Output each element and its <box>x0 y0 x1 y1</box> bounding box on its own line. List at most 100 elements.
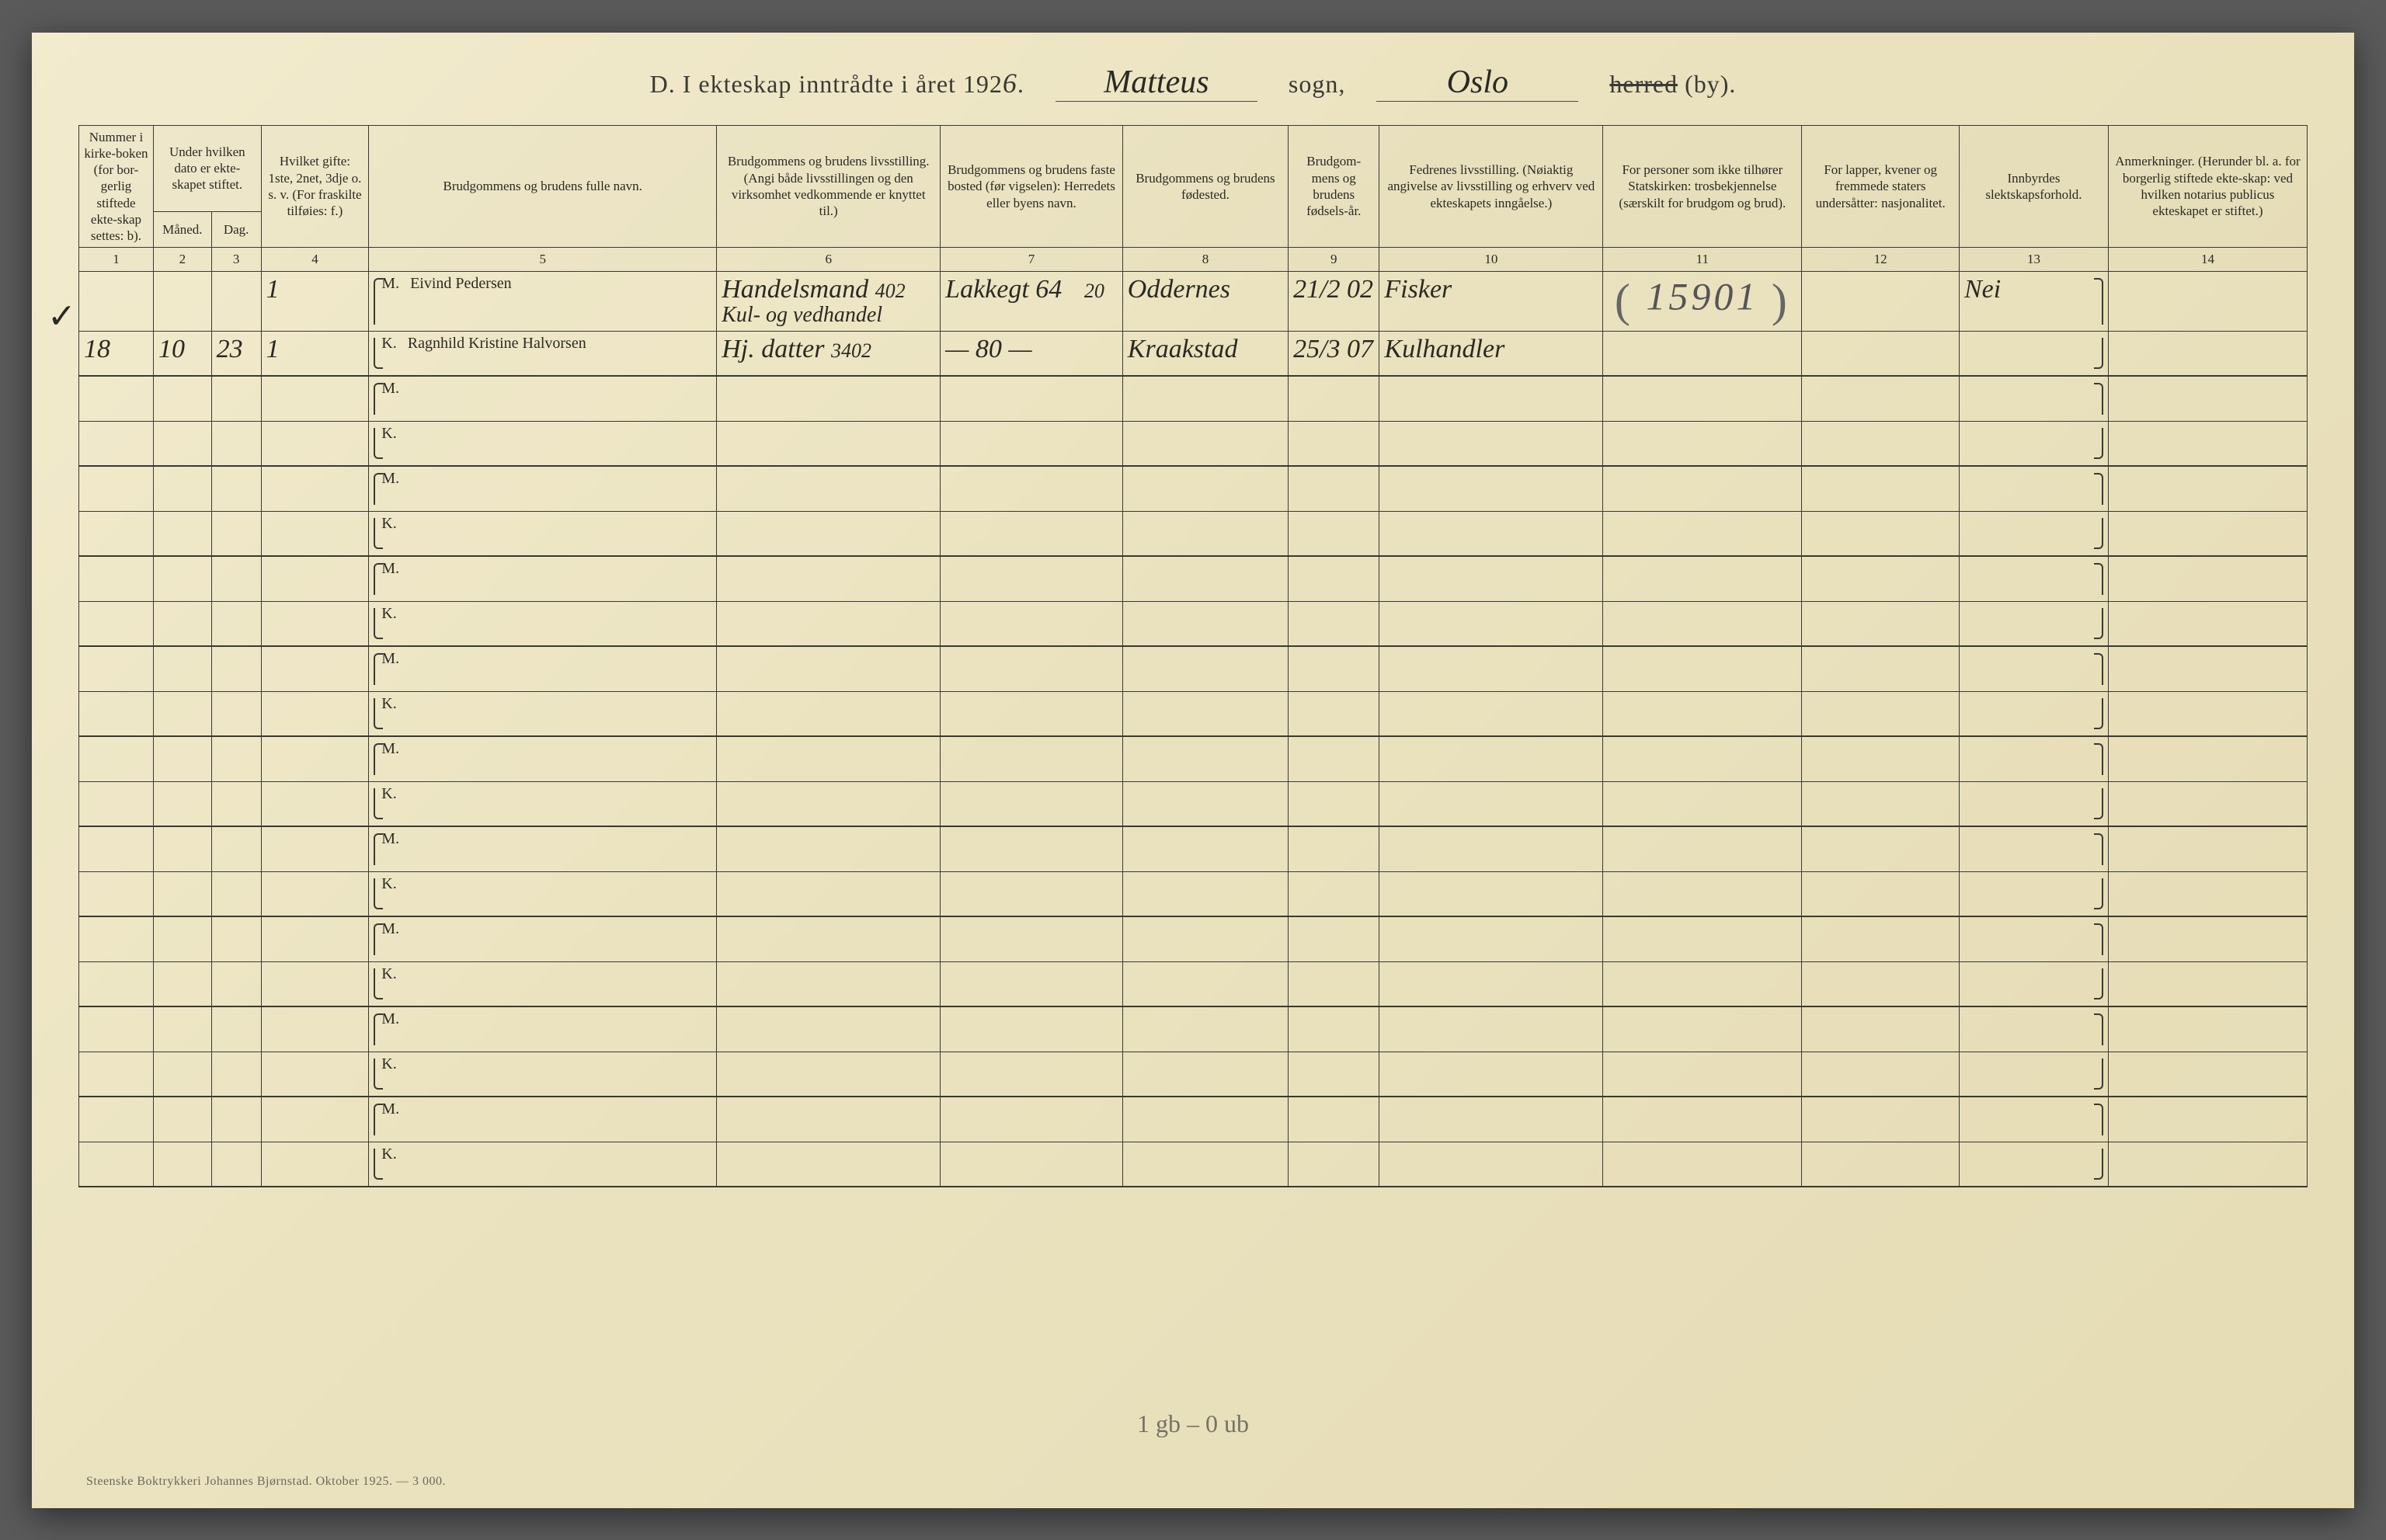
cell-col5: K. <box>369 871 717 916</box>
bottom-pencil-note: 1 gb – 0 ub <box>1137 1410 1249 1438</box>
cell-col2 <box>153 781 211 826</box>
cell-col11 <box>1603 376 1802 421</box>
table-row: 1810231K.Ragnhild Kristine HalvorsenHj. … <box>79 331 2308 376</box>
cell-col4 <box>261 1052 369 1097</box>
cell-col11: ( 15901 ) <box>1603 271 1802 331</box>
table-row: M. <box>79 826 2308 871</box>
cell-col7 <box>941 376 1123 421</box>
cell-col3 <box>211 1097 261 1142</box>
cell-col5: K. <box>369 1142 717 1187</box>
cell-col10 <box>1379 1052 1603 1097</box>
cell-col10 <box>1379 961 1603 1006</box>
cell-col6 <box>717 646 941 691</box>
cell-col10: Fisker <box>1379 271 1603 331</box>
header-col-1: Nummer i kirke-boken (for bor-gerlig sti… <box>79 125 154 248</box>
table-row: K. <box>79 511 2308 556</box>
table-row: K. <box>79 691 2308 736</box>
table-row: M. <box>79 376 2308 421</box>
header-col-12: For lapper, kvener og fremmede staters u… <box>1802 125 1960 248</box>
colnum-10: 10 <box>1379 248 1603 271</box>
cell-col3 <box>211 271 261 331</box>
cell-col12 <box>1802 466 1960 511</box>
cell-col4: 1 <box>261 331 369 376</box>
table-row: M. <box>79 736 2308 781</box>
cell-col8 <box>1122 1097 1288 1142</box>
header-col-5: Brudgommens og brudens fulle navn. <box>369 125 717 248</box>
cell-col14 <box>2108 916 2307 961</box>
cell-col1: 18 <box>79 331 154 376</box>
header-col-10: Fedrenes livsstilling. (Nøiaktig angivel… <box>1379 125 1603 248</box>
cell-col1 <box>79 1052 154 1097</box>
cell-col5: K. <box>369 781 717 826</box>
cell-col6 <box>717 961 941 1006</box>
cell-col11 <box>1603 1097 1802 1142</box>
cell-col9 <box>1289 1142 1379 1187</box>
cell-col6 <box>717 781 941 826</box>
cell-col1 <box>79 646 154 691</box>
cell-col11 <box>1603 556 1802 601</box>
cell-col12 <box>1802 781 1960 826</box>
cell-col9 <box>1289 376 1379 421</box>
cell-col13 <box>1959 511 2108 556</box>
cell-col4 <box>261 871 369 916</box>
cell-col14 <box>2108 736 2307 781</box>
cell-col13 <box>1959 646 2108 691</box>
table-row: K. <box>79 1142 2308 1187</box>
cell-col6: Hj. datter 3402 <box>717 331 941 376</box>
cell-col3 <box>211 736 261 781</box>
cell-col2 <box>153 691 211 736</box>
cell-col9 <box>1289 1006 1379 1052</box>
cell-col12 <box>1802 916 1960 961</box>
cell-col14 <box>2108 691 2307 736</box>
cell-col7 <box>941 511 1123 556</box>
cell-col3 <box>211 646 261 691</box>
cell-col6 <box>717 916 941 961</box>
cell-col6 <box>717 1097 941 1142</box>
cell-col4 <box>261 1097 369 1142</box>
title-prefix: D. I ekteskap inntrådte i året 1926. <box>650 67 1024 99</box>
table-row: K. <box>79 1052 2308 1097</box>
cell-col8 <box>1122 1052 1288 1097</box>
cell-col3 <box>211 556 261 601</box>
cell-col8 <box>1122 826 1288 871</box>
cell-col2 <box>153 601 211 646</box>
cell-col2 <box>153 1097 211 1142</box>
cell-col3 <box>211 826 261 871</box>
cell-col4 <box>261 601 369 646</box>
table-row: K. <box>79 871 2308 916</box>
cell-col13 <box>1959 601 2108 646</box>
cell-col8: Oddernes <box>1122 271 1288 331</box>
cell-col8 <box>1122 646 1288 691</box>
table-row: 1M.Eivind PedersenHandelsmand 402Kul- og… <box>79 271 2308 331</box>
header-col-2: Måned. <box>153 211 211 247</box>
cell-col5: M. <box>369 556 717 601</box>
cell-col1 <box>79 376 154 421</box>
cell-col6: Handelsmand 402Kul- og vedhandel <box>717 271 941 331</box>
cell-col7 <box>941 871 1123 916</box>
cell-col8 <box>1122 601 1288 646</box>
cell-col8 <box>1122 781 1288 826</box>
cell-col2: 10 <box>153 331 211 376</box>
cell-col11 <box>1603 781 1802 826</box>
cell-col6 <box>717 601 941 646</box>
cell-col13 <box>1959 1052 2108 1097</box>
table-row: M. <box>79 1097 2308 1142</box>
cell-col10 <box>1379 466 1603 511</box>
cell-col13 <box>1959 916 2108 961</box>
cell-col7 <box>941 961 1123 1006</box>
cell-col9 <box>1289 826 1379 871</box>
cell-col8 <box>1122 511 1288 556</box>
cell-col5: K. <box>369 421 717 466</box>
cell-col4 <box>261 781 369 826</box>
herred-value: Oslo <box>1376 64 1578 102</box>
header-col-9: Brudgom-mens og brudens fødsels-år. <box>1289 125 1379 248</box>
cell-col12 <box>1802 421 1960 466</box>
printer-imprint: Steenske Boktrykkeri Johannes Bjørnstad.… <box>86 1475 446 1489</box>
cell-col14 <box>2108 1142 2307 1187</box>
table-row: M. <box>79 646 2308 691</box>
cell-col2 <box>153 826 211 871</box>
colnum-2: 2 <box>153 248 211 271</box>
cell-col1 <box>79 511 154 556</box>
cell-col7: Lakkegt 64 20 <box>941 271 1123 331</box>
cell-col10 <box>1379 871 1603 916</box>
